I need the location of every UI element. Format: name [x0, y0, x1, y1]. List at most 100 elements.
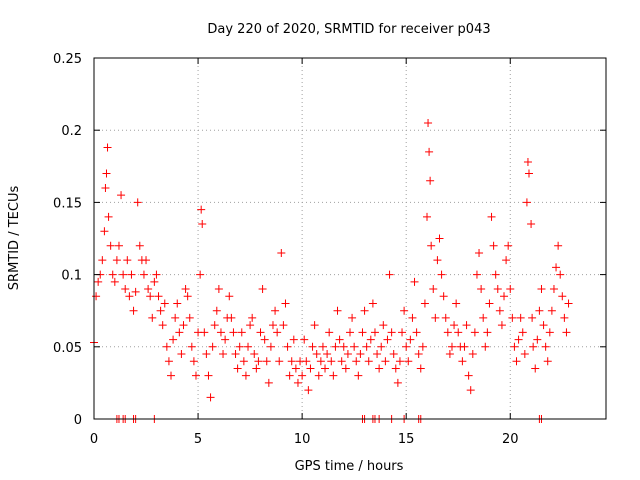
data-point — [206, 393, 215, 402]
data-point — [410, 277, 419, 286]
data-point — [375, 364, 384, 373]
data-point — [237, 328, 246, 337]
data-point — [314, 371, 323, 380]
data-point — [210, 321, 219, 330]
data-point — [316, 357, 325, 366]
data-point — [362, 342, 371, 351]
data-point — [268, 321, 277, 330]
data-point — [552, 263, 561, 272]
x-tick-label: 0 — [90, 432, 98, 447]
data-point — [173, 299, 182, 308]
data-point — [129, 306, 138, 315]
data-point — [125, 292, 134, 301]
data-point — [179, 321, 188, 330]
data-point — [200, 328, 209, 337]
data-point — [527, 220, 536, 229]
data-point — [239, 357, 248, 366]
data-point — [216, 328, 225, 337]
data-point — [487, 212, 496, 221]
data-point — [160, 299, 169, 308]
data-point — [164, 357, 173, 366]
data-point — [187, 342, 196, 351]
data-point — [331, 342, 340, 351]
data-point — [175, 328, 184, 337]
data-point — [189, 357, 198, 366]
data-point — [162, 342, 171, 351]
data-point — [489, 241, 498, 250]
data-point — [427, 241, 436, 250]
data-point — [300, 335, 309, 344]
data-point — [304, 386, 313, 395]
data-point — [101, 183, 110, 192]
data-point — [504, 241, 513, 250]
data-point — [264, 378, 273, 387]
data-point — [197, 205, 206, 214]
data-point — [523, 157, 532, 166]
data-point — [562, 328, 571, 337]
data-point — [549, 285, 558, 294]
data-point — [431, 313, 440, 322]
data-point — [533, 335, 542, 344]
data-point — [398, 328, 407, 337]
data-point — [370, 328, 379, 337]
data-points — [90, 118, 573, 423]
data-point — [167, 371, 176, 380]
data-point — [423, 212, 432, 221]
data-point — [485, 299, 494, 308]
data-point — [358, 328, 367, 337]
data-point — [564, 299, 573, 308]
data-point — [100, 227, 109, 236]
data-point — [373, 350, 382, 359]
data-point — [273, 328, 282, 337]
data-point — [500, 292, 509, 301]
data-point — [293, 378, 302, 387]
data-point — [277, 248, 286, 257]
data-point — [208, 342, 217, 351]
data-point — [92, 292, 101, 301]
data-point — [458, 357, 467, 366]
data-point — [558, 292, 567, 301]
data-point — [481, 342, 490, 351]
data-point — [425, 147, 434, 156]
data-point — [416, 364, 425, 373]
data-point — [318, 342, 327, 351]
data-point — [512, 357, 521, 366]
data-point — [406, 335, 415, 344]
data-point — [127, 270, 136, 279]
data-point — [229, 328, 238, 337]
data-point — [343, 350, 352, 359]
data-point — [395, 357, 404, 366]
data-point — [412, 328, 421, 337]
data-point — [385, 270, 394, 279]
data-point — [291, 364, 300, 373]
y-tick-label: 0.15 — [53, 196, 82, 211]
data-point — [252, 364, 261, 373]
data-point — [524, 169, 533, 178]
data-point — [281, 299, 290, 308]
data-point — [260, 335, 269, 344]
data-point — [196, 270, 205, 279]
data-point — [110, 277, 119, 286]
data-point — [418, 342, 427, 351]
data-point — [283, 342, 292, 351]
data-point — [541, 342, 550, 351]
data-point — [152, 270, 161, 279]
data-point — [477, 285, 486, 294]
data-point — [156, 306, 165, 315]
data-point — [493, 285, 502, 294]
data-point — [285, 371, 294, 380]
data-point — [183, 292, 192, 301]
data-point — [231, 350, 240, 359]
data-point — [391, 364, 400, 373]
data-point — [556, 270, 565, 279]
data-point — [181, 285, 190, 294]
data-point — [306, 364, 315, 373]
y-tick-label: 0.1 — [61, 269, 82, 284]
data-point — [271, 306, 280, 315]
data-point — [491, 270, 500, 279]
data-point — [310, 321, 319, 330]
data-point — [441, 313, 450, 322]
data-point — [117, 191, 126, 200]
data-point — [356, 350, 365, 359]
data-point — [335, 335, 344, 344]
